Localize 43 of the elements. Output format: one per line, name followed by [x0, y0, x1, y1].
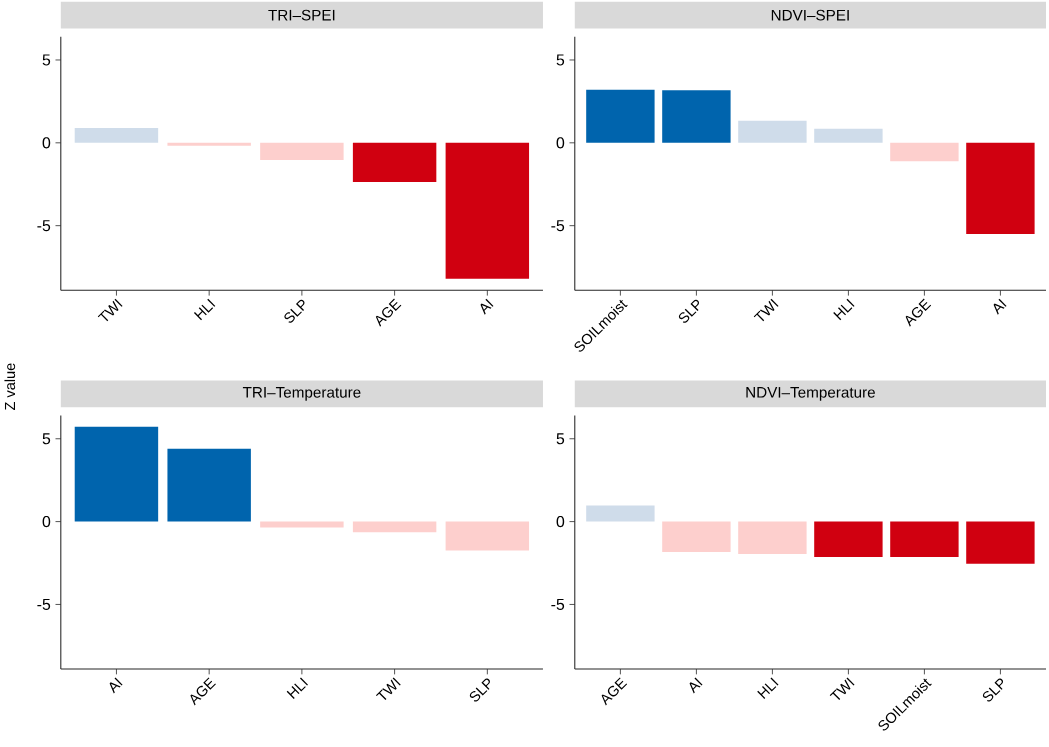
bar	[586, 89, 655, 144]
y-tick-label: -5	[551, 599, 565, 611]
y-tick-label: 5	[556, 54, 565, 66]
bar	[445, 521, 530, 551]
y-tick-label: -5	[37, 599, 51, 611]
bar	[662, 90, 731, 144]
chart-title: TRI–Temperature	[242, 387, 361, 401]
x-tick-label: SLP	[982, 678, 1004, 702]
chart-title: NDVI–SPEI	[771, 9, 849, 21]
bar	[814, 128, 883, 144]
y-tick-label: -5	[37, 220, 51, 232]
y-tick-label: 5	[556, 433, 565, 445]
x-tick-label: SLP	[678, 299, 700, 324]
x-tick-label: HLI	[286, 677, 309, 700]
x-tick-label: HLI	[757, 677, 779, 700]
x-tick-label: TWI	[753, 298, 779, 322]
bar	[738, 120, 807, 144]
x-tick-label: SLP	[469, 678, 490, 702]
chart-title: TRI–SPEI	[268, 9, 335, 21]
bar	[167, 448, 251, 522]
bar	[966, 143, 1035, 235]
y-tick-label: 5	[42, 54, 51, 66]
y-tick-label: 0	[556, 137, 565, 149]
x-tick-label: SLP	[284, 299, 305, 324]
bar	[352, 521, 437, 533]
chart-title: NDVI–Temperature	[746, 387, 875, 401]
y-tick-label: 0	[42, 516, 51, 528]
y-tick-label: 5	[42, 433, 51, 445]
x-tick-label: AI	[993, 298, 1007, 315]
x-tick-label: AI	[480, 298, 494, 315]
y-tick-label: 0	[42, 137, 51, 149]
x-tick-label: TWI	[375, 677, 401, 701]
x-tick-label: AI	[109, 677, 123, 694]
bar	[890, 143, 959, 162]
y-tick-label: 0	[556, 516, 565, 528]
x-tick-label: HLI	[833, 298, 855, 321]
y-tick-label: -5	[551, 220, 565, 232]
x-tick-label: HLI	[193, 298, 216, 321]
y-axis-title: Z value	[4, 363, 16, 411]
bar	[74, 427, 159, 522]
x-tick-label: TWI	[829, 677, 855, 701]
x-tick-label: TWI	[97, 298, 123, 322]
x-tick-label: AI	[689, 677, 703, 694]
